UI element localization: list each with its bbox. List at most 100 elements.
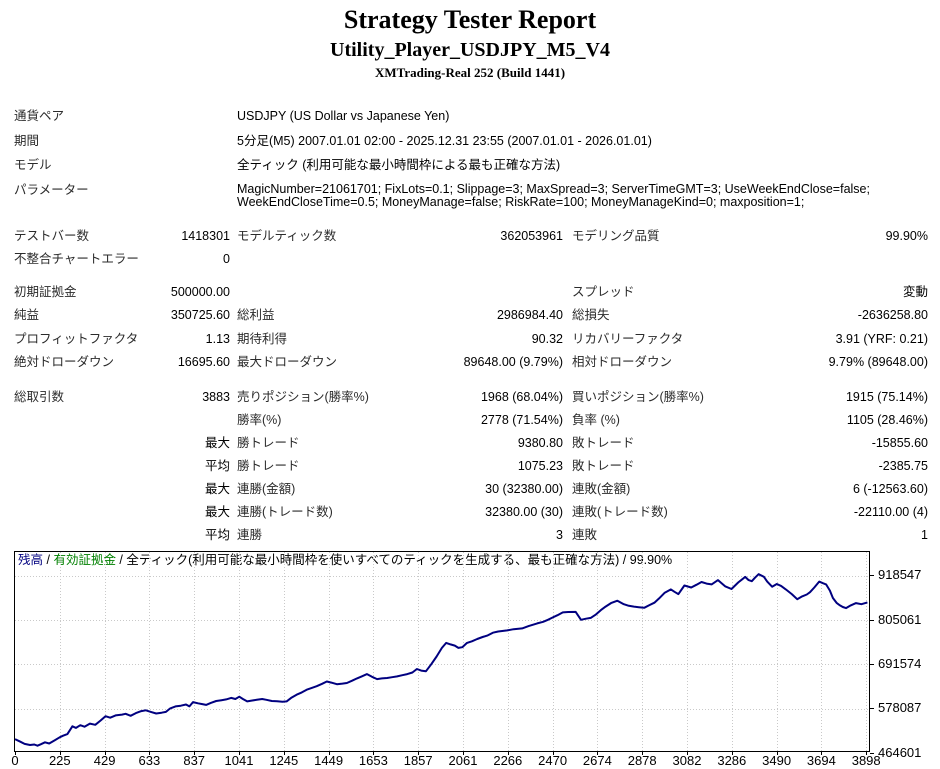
x-tick-mark: [776, 751, 778, 755]
stat-value: 32380.00 (30): [485, 504, 563, 519]
info-label: パラメーター: [14, 182, 89, 197]
balance-line: [15, 572, 868, 747]
stat-value: 3: [556, 527, 563, 542]
stat-value: 最大: [204, 435, 230, 450]
stat-value: 30 (32380.00): [485, 481, 563, 496]
stats-cell: 初期証拠金 500000.00: [14, 285, 230, 309]
x-tick-mark: [283, 751, 285, 755]
y-axis-label: 691574: [878, 655, 922, 671]
x-tick-mark: [552, 751, 554, 755]
y-axis-label: 464601: [878, 744, 922, 760]
stat-value: 1968 (68.04%): [480, 389, 563, 404]
legend-separator: /: [115, 552, 127, 567]
stats-row: 最大 連勝(金額) 30 (32380.00) 連敗(金額) 6 (-12563.60): [0, 482, 940, 505]
stat-label: 負率 (%): [572, 412, 620, 427]
stat-label: 連敗: [572, 527, 598, 542]
stat-value: 平均: [204, 527, 230, 542]
stats-cell: リカバリーファクタ 3.91 (YRF: 0.21): [572, 332, 928, 356]
stats-cell: 最大: [14, 505, 230, 528]
y-tick-mark: [870, 708, 874, 710]
x-tick-mark: [15, 751, 16, 755]
x-tick-mark: [463, 751, 464, 755]
info-value: 5分足(M5) 2007.01.01 02:00 - 2025.12.31 23…: [237, 129, 652, 154]
page-title: Strategy Tester Report: [343, 5, 597, 34]
stats-section-2: 初期証拠金 500000.00 スプレッド 変動純益 350725.60 総利益 29869…: [0, 285, 940, 379]
stats-cell: 不整合チャートエラー 0: [14, 252, 230, 276]
stat-value: 0: [223, 252, 230, 266]
stat-label: 純益: [14, 308, 40, 322]
stat-value: 90.32: [531, 331, 563, 346]
stat-value: 2986984.40: [496, 308, 563, 322]
stats-row: 平均 連勝 3 連敗 1: [0, 528, 940, 551]
x-tick-mark: [194, 751, 196, 755]
equity-curve-svg: [15, 551, 869, 751]
stat-value: 350725.60: [170, 308, 230, 322]
info-label: 期間: [14, 133, 40, 148]
stat-value: 1915 (75.14%): [845, 389, 928, 404]
stat-label: リカバリーファクタ: [572, 331, 684, 346]
info-value-line: 5分足(M5) 2007.01.01 02:00 - 2025.12.31 23…: [237, 133, 652, 148]
stat-value: 3883: [202, 389, 230, 404]
info-label: モデル: [14, 158, 52, 172]
x-tick-mark: [59, 751, 61, 755]
stats-cell: 相対ドローダウン 9.79% (89648.00): [572, 355, 928, 379]
stat-label: モデルティック数: [237, 228, 337, 243]
stats-row: 不整合チャートエラー 0: [0, 252, 940, 276]
info-value: 全ティック (利用可能な最小時間枠による最も正確な方法): [237, 153, 560, 178]
stats-cell: 勝率(%) 2778 (71.54%): [237, 413, 563, 436]
stats-row: 純益 350725.60 総利益 2986984.40 総損失 -2636258.80: [0, 308, 940, 332]
info-value: USDJPY (US Dollar vs Japanese Yen): [237, 104, 449, 129]
stats-cell: 売りポジション(勝率%) 1968 (68.04%): [237, 390, 563, 413]
stat-value: 500000.00: [170, 284, 230, 299]
stats-cell: スプレッド 変動: [572, 285, 928, 309]
y-tick-mark: [870, 752, 874, 754]
stat-value: 1.13: [205, 331, 230, 346]
stats-section-1: テストバー数 1418301 モデルティック数 362053961 モデリング品質 99.…: [0, 229, 940, 276]
stat-value: 9380.80: [517, 435, 563, 450]
stat-label: 不整合チャートエラー: [14, 252, 139, 266]
stats-section-3: 総取引数 3883 売りポジション(勝率%) 1968 (68.04%) 買いポジション…: [0, 390, 940, 551]
stat-label: 買いポジション(勝率%): [572, 389, 704, 404]
stats-cell: 総利益 2986984.40: [237, 308, 563, 332]
legend-quality: 99.90%: [629, 552, 673, 567]
y-tick-mark: [870, 619, 874, 621]
stats-cell: プロフィットファクタ 1.13: [14, 332, 230, 356]
stat-value: 2778 (71.54%): [480, 412, 563, 427]
stat-label: 売りポジション(勝率%): [237, 389, 369, 404]
ea-name: Utility_Player_USDJPY_M5_V4: [330, 39, 610, 61]
stats-cell: 敗トレード -2385.75: [572, 459, 928, 482]
stats-row: 最大 勝トレード 9380.80 敗トレード -15855.60: [0, 436, 940, 459]
stats-row: 絶対ドローダウン 16695.60 最大ドローダウン 89648.00 (9.79%)…: [0, 355, 940, 379]
legend-balance: 残高: [18, 552, 44, 567]
stat-label: 連勝(トレード数): [237, 504, 333, 519]
stat-label: 連勝: [237, 527, 263, 542]
stats-cell: [237, 252, 563, 276]
stat-label: 総利益: [237, 308, 275, 322]
y-axis-label: 805061: [878, 611, 922, 627]
x-tick-mark: [373, 751, 375, 755]
stat-label: 初期証拠金: [14, 284, 77, 299]
stats-cell: 純益 350725.60: [14, 308, 230, 332]
stats-cell: 連勝 3: [237, 528, 563, 551]
legend-separator: /: [43, 552, 54, 567]
info-row: モデル 全ティック (利用可能な最小時間枠による最も正確な方法): [0, 153, 940, 178]
x-tick-mark: [239, 751, 240, 755]
stat-label: 勝トレード: [237, 458, 300, 473]
stat-label: 最大ドローダウン: [237, 355, 338, 369]
stats-cell: 買いポジション(勝率%) 1915 (75.14%): [572, 390, 928, 413]
stat-value: 16695.60: [177, 355, 230, 369]
stats-cell: 勝トレード 1075.23: [237, 459, 563, 482]
balance-chart: 残高 / 有効証拠金 / 全ティック(利用可能な最小時間枠を使いすべてのティック…: [0, 550, 940, 769]
stat-label: 絶対ドローダウン: [14, 355, 115, 369]
x-tick-mark: [731, 751, 733, 755]
stat-label: プロフィットファクタ: [14, 331, 139, 346]
stats-cell: モデリング品質 99.90%: [572, 229, 928, 253]
stats-cell: 平均: [14, 528, 230, 551]
legend-separator: /: [619, 552, 630, 567]
info-row: 期間 5分足(M5) 2007.01.01 02:00 - 2025.12.31 …: [0, 129, 940, 154]
stats-cell: 負率 (%) 1105 (28.46%): [572, 413, 928, 436]
stats-cell: [237, 285, 563, 309]
stat-label: 期待利得: [237, 331, 288, 346]
x-tick-mark: [104, 751, 106, 755]
stats-cell: 連敗(トレード数) -22110.00 (4): [572, 505, 928, 528]
